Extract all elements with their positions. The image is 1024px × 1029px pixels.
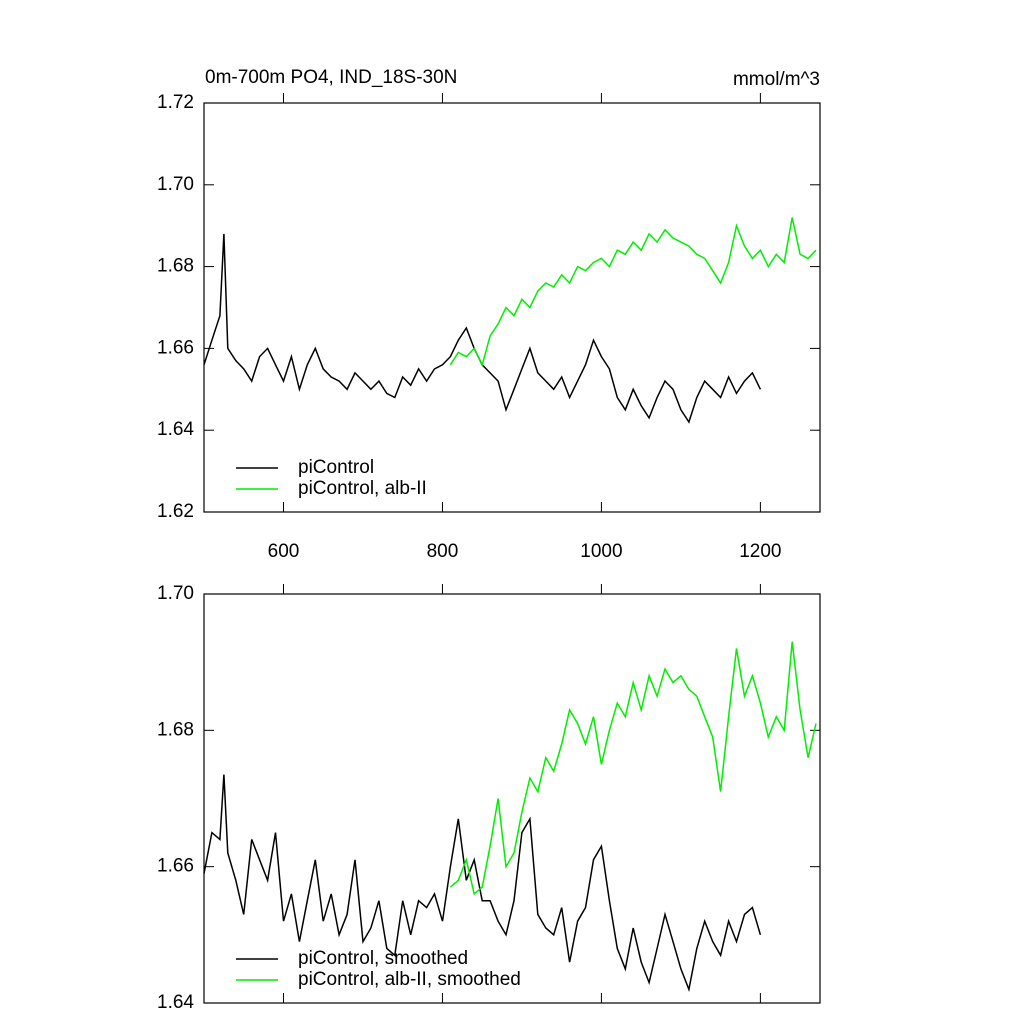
plot-frame [203, 102, 821, 513]
data-line [449, 641, 817, 896]
legend-label: piControl [298, 457, 374, 478]
y-tick-label: 1.66 [157, 337, 194, 358]
x-tick-label: 1200 [739, 541, 781, 562]
legend-label: piControl, alb-II, smoothed [298, 969, 521, 990]
x-tick-label: 800 [427, 541, 459, 562]
plot-frame [203, 593, 821, 1004]
chart-title: 0m-700m PO4, IND_18S-30N [205, 67, 457, 88]
data-line [203, 233, 762, 424]
y-tick-label: 1.72 [157, 92, 194, 113]
legend-label: piControl, smoothed [298, 948, 468, 969]
legend-label: piControl, alb-II [298, 478, 427, 499]
y-tick-label: 1.70 [157, 583, 194, 604]
x-tick-label: 1000 [580, 541, 622, 562]
y-tick-label: 1.62 [157, 501, 194, 522]
y-tick-label: 1.64 [157, 992, 194, 1013]
data-line [449, 217, 817, 367]
x-tick-label: 600 [268, 541, 300, 562]
y-tick-label: 1.70 [157, 174, 194, 195]
units-label: mmol/m^3 [733, 69, 820, 90]
y-tick-label: 1.66 [157, 856, 194, 877]
y-tick-label: 1.68 [157, 256, 194, 277]
y-tick-label: 1.64 [157, 419, 194, 440]
y-tick-label: 1.68 [157, 719, 194, 740]
data-line [203, 774, 762, 993]
